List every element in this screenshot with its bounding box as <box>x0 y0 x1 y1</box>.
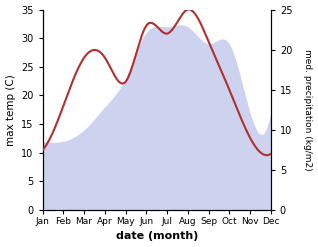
Y-axis label: max temp (C): max temp (C) <box>5 74 16 146</box>
Y-axis label: med. precipitation (kg/m2): med. precipitation (kg/m2) <box>303 49 313 171</box>
X-axis label: date (month): date (month) <box>115 231 198 242</box>
